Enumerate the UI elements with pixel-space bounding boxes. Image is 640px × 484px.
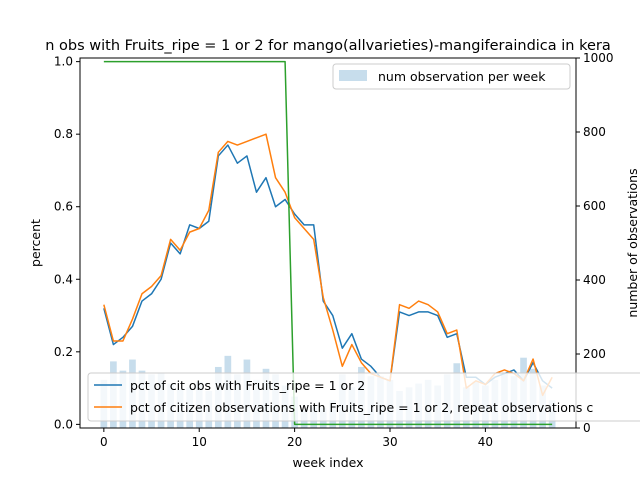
y-tick-label-4: 0.8 <box>54 127 73 141</box>
legend-lines-box <box>87 372 640 422</box>
y-axis-left: 0.0 0.2 0.4 0.6 0.8 1.0 <box>54 55 80 431</box>
y-tick-label-3: 0.6 <box>54 200 73 214</box>
plot-frame <box>79 57 577 429</box>
x-axis: 0 10 20 30 40 <box>100 428 493 449</box>
y-tick-label-0: 0.0 <box>54 417 73 431</box>
y2-tick-label-0: 0 <box>583 421 591 435</box>
legend-lines: pct of cit obs with Fruits_ripe = 1 or 2… <box>87 372 640 422</box>
legend-series-2-label: pct of citizen observations with Fruits_… <box>130 400 593 415</box>
legend-bars-label: num observation per week <box>378 69 546 84</box>
y-axis-right: 0 200 400 600 800 1000 <box>576 51 614 435</box>
legend-series-1-label: pct of cit obs with Fruits_ripe = 1 or 2 <box>130 378 365 393</box>
chart-title: n obs with Fruits_ripe = 1 or 2 for mang… <box>45 38 611 54</box>
y2-axis-label: number of observations <box>625 168 640 317</box>
y2-tick-label-2: 400 <box>583 273 606 287</box>
x-tick-label-1: 10 <box>192 435 207 449</box>
y2-tick-label-4: 800 <box>583 125 606 139</box>
x-axis-label: week index <box>292 455 363 470</box>
x-tick-label-2: 20 <box>287 435 302 449</box>
legend-bars-swatch <box>339 70 367 81</box>
y2-tick-label-5: 1000 <box>583 51 614 65</box>
x-tick-label-3: 30 <box>382 435 397 449</box>
y2-tick-label-3: 600 <box>583 199 606 213</box>
y2-tick-label-1: 200 <box>583 347 606 361</box>
y-tick-label-1: 0.2 <box>54 345 73 359</box>
series-line-3 <box>103 60 553 426</box>
legend-bars: num observation per week <box>332 63 571 90</box>
y-tick-label-2: 0.4 <box>54 272 73 286</box>
x-tick-label-4: 40 <box>478 435 493 449</box>
x-tick-label-0: 0 <box>100 435 108 449</box>
legend-bars-box <box>332 63 571 90</box>
y-tick-label-5: 1.0 <box>54 55 73 69</box>
y-axis-label: percent <box>28 219 43 267</box>
